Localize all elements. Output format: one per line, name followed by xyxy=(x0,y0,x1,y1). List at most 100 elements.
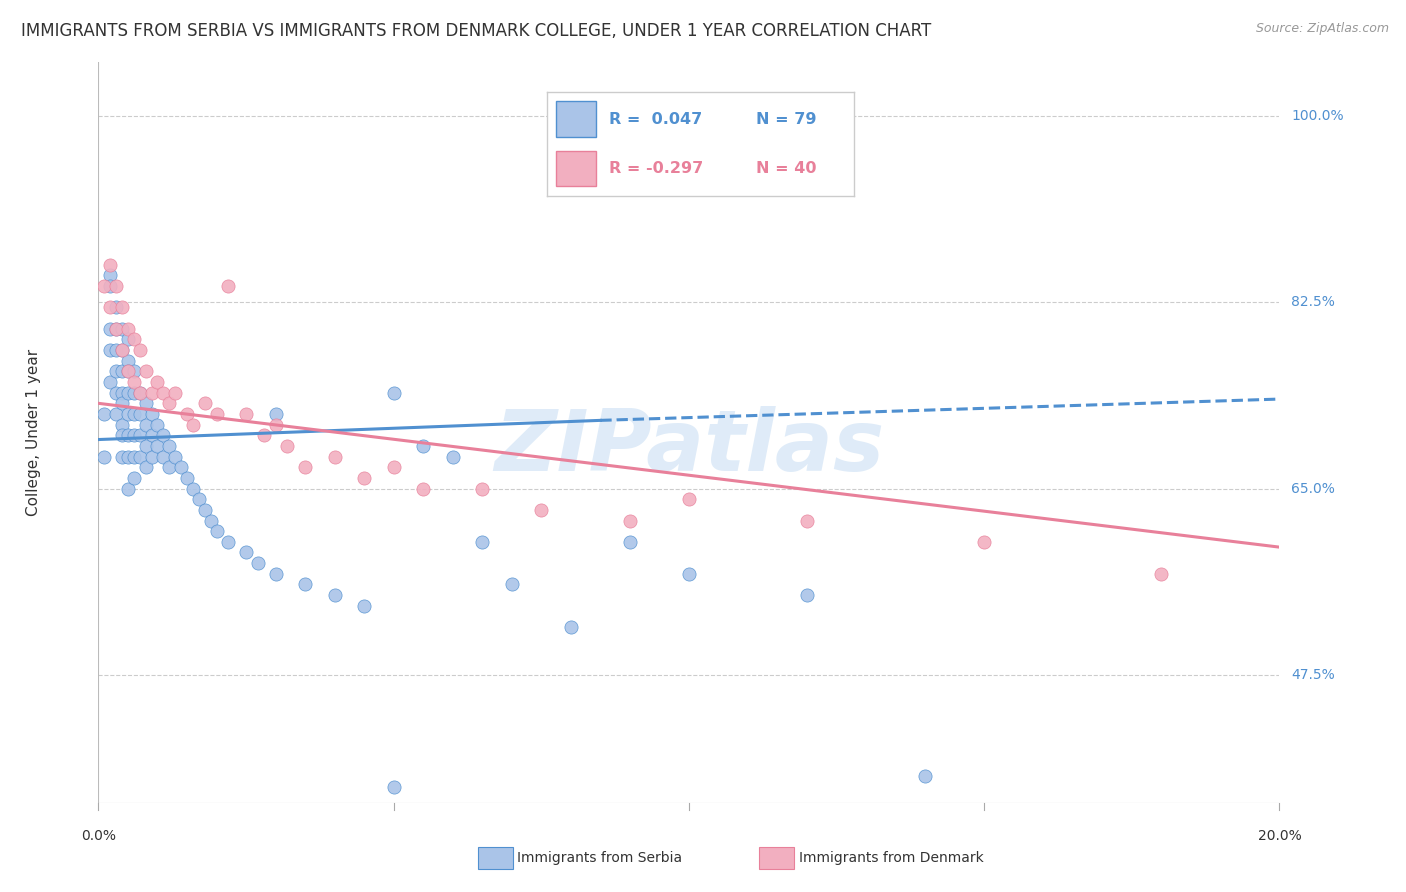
Point xyxy=(157,460,180,475)
Bar xyxy=(557,151,596,186)
Point xyxy=(117,407,139,421)
Text: ZIPatlas: ZIPatlas xyxy=(494,406,884,489)
Point xyxy=(200,514,222,528)
Text: College, Under 1 year: College, Under 1 year xyxy=(25,349,41,516)
Point xyxy=(382,460,405,475)
Point xyxy=(128,450,150,464)
Text: R =  0.047: R = 0.047 xyxy=(609,112,702,127)
Point xyxy=(111,417,134,432)
Point xyxy=(294,577,316,591)
Point xyxy=(141,428,163,442)
Point xyxy=(323,588,346,602)
Text: IMMIGRANTS FROM SERBIA VS IMMIGRANTS FROM DENMARK COLLEGE, UNDER 1 YEAR CORRELAT: IMMIGRANTS FROM SERBIA VS IMMIGRANTS FRO… xyxy=(21,22,931,40)
Text: 20.0%: 20.0% xyxy=(1257,830,1302,844)
Text: Immigrants from Denmark: Immigrants from Denmark xyxy=(799,851,983,865)
Point xyxy=(105,279,128,293)
Point xyxy=(619,514,641,528)
Point xyxy=(135,439,157,453)
Point xyxy=(914,769,936,783)
Point xyxy=(111,396,134,410)
Point xyxy=(111,322,134,336)
Point xyxy=(796,514,818,528)
Point xyxy=(194,503,217,517)
Point xyxy=(111,343,134,357)
Point xyxy=(117,385,139,400)
Text: N = 79: N = 79 xyxy=(756,112,817,127)
Point xyxy=(128,385,150,400)
Text: R = -0.297: R = -0.297 xyxy=(609,161,703,177)
Point xyxy=(135,364,157,378)
Point xyxy=(128,385,150,400)
Point xyxy=(111,364,134,378)
Point xyxy=(93,407,115,421)
Point xyxy=(353,471,375,485)
Point xyxy=(217,534,239,549)
Point xyxy=(105,343,128,357)
Point xyxy=(105,301,128,315)
Point xyxy=(122,471,145,485)
Point xyxy=(117,450,139,464)
Point xyxy=(323,450,346,464)
Point xyxy=(117,322,139,336)
Point xyxy=(98,375,121,389)
Point xyxy=(122,450,145,464)
Point xyxy=(141,385,163,400)
Text: 82.5%: 82.5% xyxy=(1291,295,1336,310)
Point xyxy=(135,417,157,432)
Point xyxy=(796,588,818,602)
Point xyxy=(264,407,287,421)
Point xyxy=(105,322,128,336)
Point xyxy=(122,385,145,400)
Point xyxy=(98,322,121,336)
Point xyxy=(205,524,228,538)
Point xyxy=(122,364,145,378)
Point xyxy=(111,343,134,357)
Text: Source: ZipAtlas.com: Source: ZipAtlas.com xyxy=(1256,22,1389,36)
Point xyxy=(471,482,494,496)
Point xyxy=(165,450,187,464)
Point xyxy=(146,375,169,389)
Point xyxy=(98,279,121,293)
Point xyxy=(117,364,139,378)
Point xyxy=(264,566,287,581)
Point xyxy=(205,407,228,421)
Point xyxy=(117,482,139,496)
Text: Immigrants from Serbia: Immigrants from Serbia xyxy=(517,851,682,865)
Point xyxy=(117,353,139,368)
Bar xyxy=(557,102,596,136)
Point xyxy=(157,396,180,410)
Point xyxy=(194,396,217,410)
Point xyxy=(128,343,150,357)
Point xyxy=(105,364,128,378)
Point xyxy=(152,428,174,442)
Point xyxy=(111,450,134,464)
Point xyxy=(135,460,157,475)
Point xyxy=(187,492,209,507)
Point xyxy=(235,545,257,559)
Point xyxy=(973,534,995,549)
Point xyxy=(157,439,180,453)
Point xyxy=(105,385,128,400)
Point xyxy=(246,556,269,570)
Text: 47.5%: 47.5% xyxy=(1291,668,1336,682)
Text: N = 40: N = 40 xyxy=(756,161,817,177)
Point xyxy=(152,385,174,400)
Point xyxy=(294,460,316,475)
Point xyxy=(152,450,174,464)
Point xyxy=(98,301,121,315)
Point xyxy=(176,471,198,485)
Point xyxy=(530,503,553,517)
Point xyxy=(135,396,157,410)
Point xyxy=(105,407,128,421)
Point xyxy=(441,450,464,464)
Point xyxy=(253,428,276,442)
Point xyxy=(412,439,434,453)
Point xyxy=(122,428,145,442)
Point xyxy=(93,279,115,293)
Point xyxy=(146,439,169,453)
Point xyxy=(111,428,134,442)
Point xyxy=(170,460,193,475)
Point xyxy=(98,343,121,357)
Point xyxy=(235,407,257,421)
Point xyxy=(382,780,405,794)
